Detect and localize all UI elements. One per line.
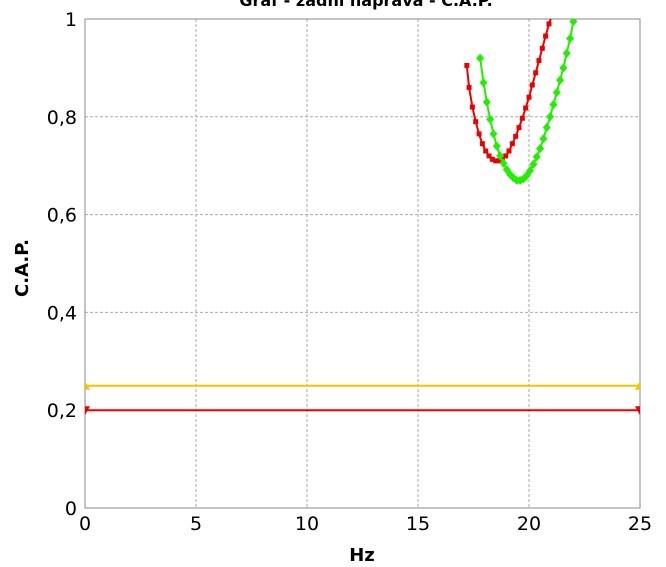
series-2-point	[499, 158, 508, 168]
series-1-point	[486, 153, 492, 159]
series-2-line	[479, 21, 575, 182]
series-1-point	[523, 105, 529, 111]
series-1-point	[546, 21, 552, 27]
x-tick-label: 15	[406, 513, 430, 535]
series-1-point	[509, 141, 515, 147]
series-2-point	[476, 53, 485, 63]
series-2-point	[556, 75, 565, 85]
series-1-point	[473, 119, 479, 125]
series-2-point	[536, 144, 545, 154]
series-1-point	[496, 158, 502, 164]
series-1-point	[543, 33, 549, 39]
x-tick-label: 25	[628, 513, 652, 535]
series-2-point	[539, 134, 548, 144]
x-tick-label: 20	[517, 513, 541, 535]
series-layer	[85, 12, 640, 416]
series-1-point	[539, 45, 545, 51]
series-2-point	[546, 112, 555, 122]
series-1-point	[476, 131, 482, 137]
series-1-point	[550, 12, 555, 17]
chart-title: Graf - zadní náprava - C.A.P.	[239, 0, 492, 10]
series-2	[476, 19, 578, 185]
y-axis-title: C.A.P.	[12, 239, 33, 297]
series-3-point	[635, 380, 640, 390]
y-tick-label: 0,8	[47, 107, 77, 129]
y-tick-label: 0,4	[47, 302, 77, 324]
series-2-point	[532, 152, 541, 162]
y-tick-label: 0,2	[47, 400, 77, 422]
series-4-point	[635, 406, 640, 416]
series-1-point	[503, 153, 509, 159]
y-tick-label: 1	[65, 9, 77, 31]
series-2-point	[559, 63, 568, 73]
series-2-point	[566, 34, 575, 44]
series-2-point	[486, 114, 495, 124]
series-1-point	[466, 84, 472, 90]
series-2-point	[542, 123, 551, 133]
series-1-point	[516, 125, 522, 131]
series-4-point	[85, 406, 90, 416]
series-1-point	[506, 148, 512, 154]
x-axis-title: Hz	[349, 545, 375, 566]
tick-labels: 0 5 10 15 20 25 0 0,2 0,4 0,6 0,8 1	[47, 9, 652, 535]
series-1-point	[513, 133, 519, 139]
series-3-point	[85, 380, 90, 390]
y-tick-label: 0	[65, 498, 77, 520]
series-1-point	[529, 82, 535, 88]
series-1-point	[536, 58, 542, 64]
series-2-point	[489, 129, 498, 139]
series-1-point	[489, 156, 495, 162]
x-tick-label: 5	[190, 513, 202, 535]
x-tick-label: 10	[295, 513, 319, 535]
series-1-point	[469, 104, 475, 110]
series-2-point	[562, 48, 571, 58]
series-2-point	[569, 19, 578, 26]
series-2-point	[496, 151, 505, 161]
series-1-point	[493, 158, 499, 164]
series-4	[85, 406, 640, 416]
plot-area	[84, 18, 641, 509]
series-1-point	[483, 148, 489, 154]
series-1-point	[526, 94, 532, 100]
series-1-point	[519, 115, 525, 121]
series-3	[85, 380, 640, 390]
series-2-point	[529, 159, 538, 169]
series-2-point	[549, 100, 558, 110]
series-2-point	[479, 78, 488, 88]
series-2-point	[526, 166, 535, 176]
series-2-point	[492, 141, 501, 151]
y-tick-label: 0,6	[47, 205, 77, 227]
series-2-point	[552, 87, 561, 97]
series-2-point	[482, 97, 491, 107]
series-1-point	[479, 141, 485, 147]
series-1-point	[464, 62, 470, 68]
series-1-point	[533, 70, 539, 76]
x-tick-label: 0	[79, 513, 91, 535]
